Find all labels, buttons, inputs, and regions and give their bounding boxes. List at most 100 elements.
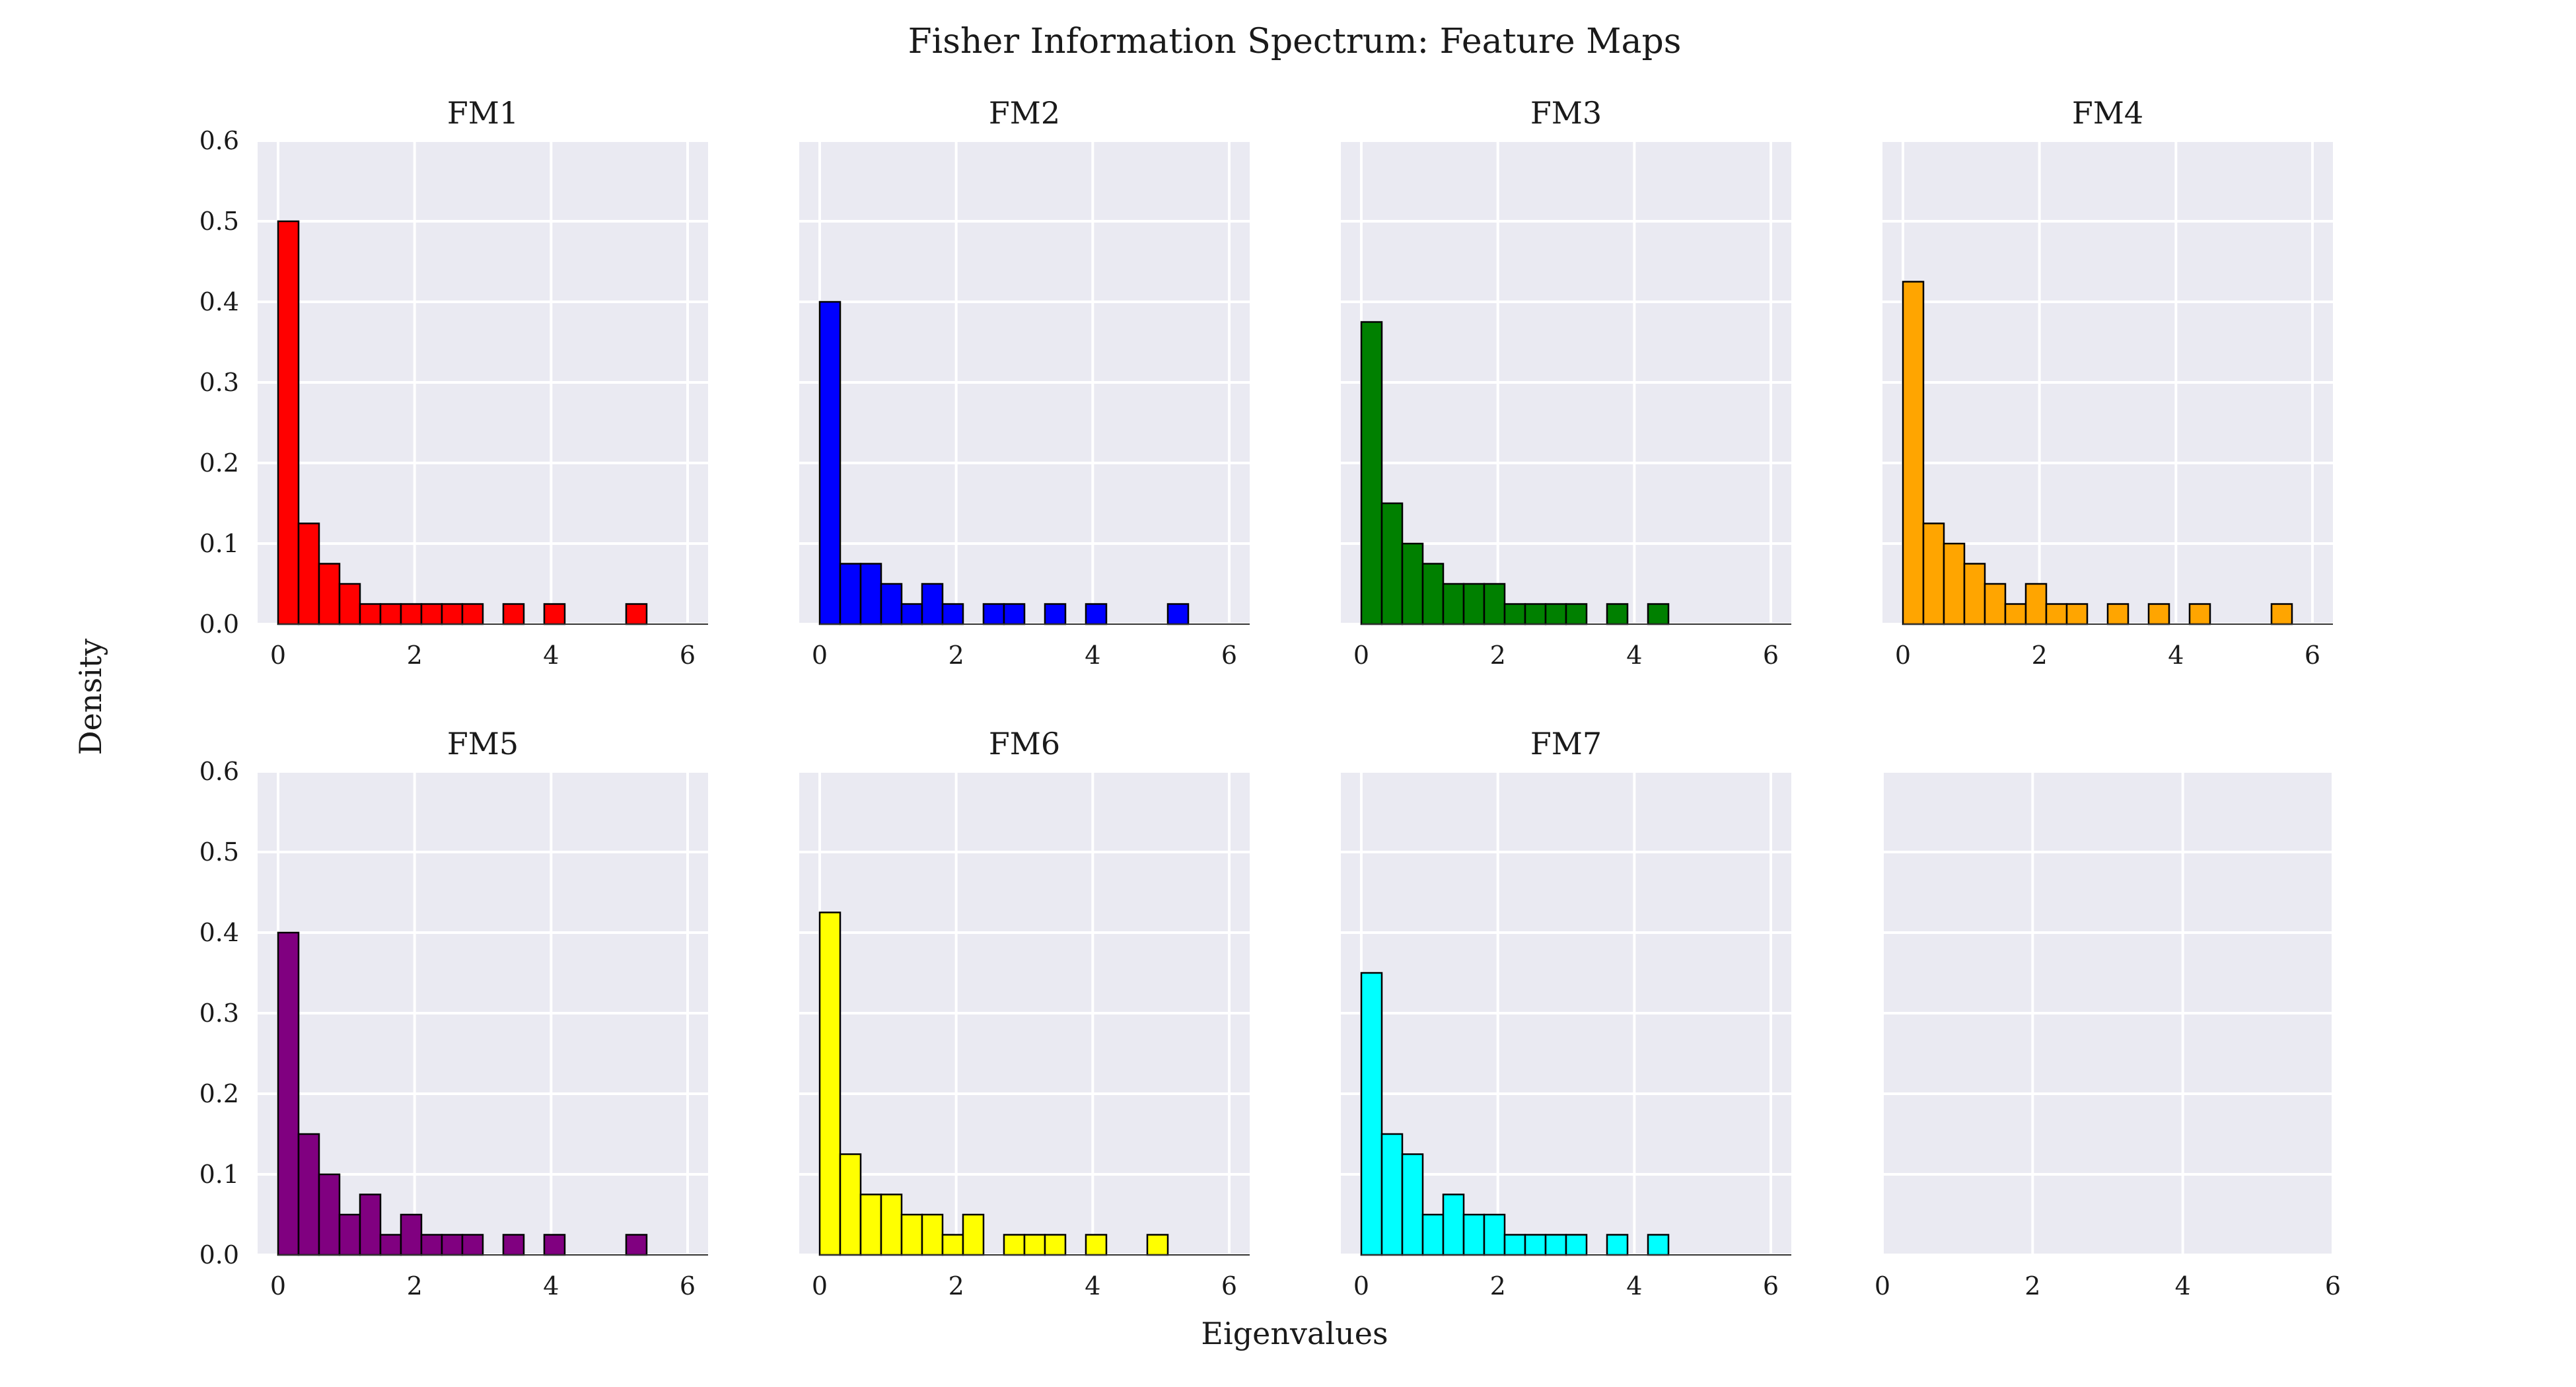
x-tick-label: 0 bbox=[1875, 1271, 1890, 1300]
histogram-bar bbox=[625, 603, 648, 625]
histogram-bar bbox=[818, 911, 841, 1256]
histogram-bar bbox=[338, 583, 361, 625]
x-axis-label: Eigenvalues bbox=[1201, 1316, 1388, 1351]
histogram-bar bbox=[543, 603, 566, 625]
histogram-bar bbox=[1483, 583, 1506, 625]
y-tick-label: 0.6 bbox=[199, 757, 239, 786]
subplot-title: FM6 bbox=[989, 726, 1060, 762]
histogram-bar bbox=[400, 603, 423, 625]
histogram-bar bbox=[1544, 603, 1567, 625]
histogram-bar bbox=[859, 1193, 882, 1256]
histogram-bar bbox=[625, 1234, 648, 1256]
x-tick-label: 6 bbox=[1763, 641, 1779, 670]
histogram-bar bbox=[2106, 603, 2129, 625]
histogram-bar bbox=[2045, 603, 2068, 625]
x-tick-label: 6 bbox=[1221, 641, 1237, 670]
x-tick-label: 0 bbox=[1895, 641, 1911, 670]
histogram-bar bbox=[379, 1234, 402, 1256]
histogram-bar bbox=[277, 220, 300, 625]
histogram-bar bbox=[441, 603, 464, 625]
histogram-bar bbox=[420, 603, 443, 625]
x-tick-label: 6 bbox=[680, 1271, 696, 1300]
histogram-bar bbox=[1003, 1234, 1026, 1256]
histogram-bar bbox=[818, 301, 841, 625]
x-tick-label: 6 bbox=[2305, 641, 2320, 670]
y-tick-label: 0.2 bbox=[199, 448, 239, 478]
histogram-bar bbox=[1524, 603, 1547, 625]
x-tick-label: 4 bbox=[2168, 641, 2184, 670]
histogram-bar bbox=[1380, 502, 1404, 625]
x-tick-label: 4 bbox=[1085, 1271, 1100, 1300]
histogram-bar bbox=[318, 1173, 341, 1256]
x-tick-label: 4 bbox=[1085, 641, 1100, 670]
histogram-bar bbox=[1922, 522, 1945, 625]
histogram-bar bbox=[1462, 1213, 1485, 1256]
x-tick-label: 2 bbox=[2032, 641, 2048, 670]
histogram-bar bbox=[1003, 603, 1026, 625]
subplot-8: 0 2 4 6 bbox=[1875, 770, 2341, 1300]
histogram-bar bbox=[962, 1213, 985, 1256]
subplot-7: FM7 0 2 4 6 bbox=[1341, 726, 1791, 1300]
x-tick-label: 4 bbox=[543, 1271, 559, 1300]
y-tick-label: 0.4 bbox=[199, 918, 239, 947]
histogram-bar bbox=[2270, 603, 2293, 625]
subplot-1: FM1 0 2 4 6 0.0 0.1 0.2 0.3 0.4 0.5 0.6 bbox=[199, 95, 708, 670]
x-tick-label: 0 bbox=[812, 1271, 828, 1300]
histogram-bar bbox=[502, 603, 525, 625]
x-tick-label: 0 bbox=[270, 641, 286, 670]
histogram-bar bbox=[1044, 603, 1067, 625]
histogram-bar bbox=[2147, 603, 2170, 625]
histogram-bar bbox=[880, 583, 903, 625]
subplot-4: FM4 0 2 4 6 bbox=[1882, 95, 2333, 670]
histogram-bar bbox=[502, 1234, 525, 1256]
y-tick-label: 0.5 bbox=[199, 207, 239, 236]
histogram-bar bbox=[1442, 583, 1465, 625]
histogram-bar bbox=[1565, 603, 1588, 625]
x-tick-label: 6 bbox=[1221, 1271, 1237, 1300]
histogram-bar bbox=[1085, 603, 1108, 625]
histogram-bar bbox=[2188, 603, 2211, 625]
x-tick-label: 6 bbox=[2325, 1271, 2341, 1300]
histogram-bar bbox=[543, 1234, 566, 1256]
histogram-bar bbox=[338, 1213, 361, 1256]
histogram-bar bbox=[859, 563, 882, 625]
subplot-title: FM3 bbox=[1530, 95, 1602, 131]
histogram-bar bbox=[420, 1234, 443, 1256]
histogram-bar bbox=[2065, 603, 2089, 625]
histogram-bar bbox=[441, 1234, 464, 1256]
histogram-bar bbox=[1146, 1234, 1169, 1256]
histogram-bar bbox=[1606, 1234, 1629, 1256]
figure-title: Fisher Information Spectrum: Feature Map… bbox=[908, 22, 1682, 61]
histogram-bar bbox=[1044, 1234, 1067, 1256]
subplot-title: FM2 bbox=[989, 95, 1060, 131]
histogram-bar bbox=[1902, 281, 1925, 625]
subplot-6: FM6 0 2 4 6 bbox=[799, 726, 1250, 1300]
subplot-3: FM3 0 2 4 6 bbox=[1341, 95, 1791, 670]
histogram-bar bbox=[1565, 1234, 1588, 1256]
histogram-bar bbox=[297, 1133, 320, 1256]
histogram-bar bbox=[1360, 972, 1383, 1256]
histogram-bar bbox=[941, 1234, 964, 1256]
histogram-bar bbox=[318, 563, 341, 625]
y-tick-label: 0.4 bbox=[199, 287, 239, 316]
x-tick-label: 4 bbox=[2175, 1271, 2191, 1300]
histogram-bar bbox=[1442, 1193, 1465, 1256]
histogram-bar bbox=[839, 563, 862, 625]
subplot-title: FM5 bbox=[447, 726, 519, 762]
histogram-bar bbox=[1544, 1234, 1567, 1256]
histogram-bar bbox=[2004, 603, 2027, 625]
subplot-title: FM7 bbox=[1530, 726, 1602, 762]
histogram-bar bbox=[1943, 542, 1966, 625]
histogram-bar bbox=[379, 603, 402, 625]
y-tick-label: 0.1 bbox=[199, 1160, 239, 1189]
histogram-bar bbox=[1401, 1153, 1424, 1256]
y-tick-label: 0.0 bbox=[199, 1240, 239, 1269]
histogram-bar bbox=[1606, 603, 1629, 625]
histogram-bar bbox=[359, 603, 382, 625]
x-tick-label: 0 bbox=[270, 1271, 286, 1300]
histogram-bar bbox=[1647, 1234, 1670, 1256]
x-tick-label: 2 bbox=[2024, 1271, 2040, 1300]
subplot-2: FM2 0 2 4 6 bbox=[799, 95, 1250, 670]
x-tick-label: 2 bbox=[407, 1271, 423, 1300]
